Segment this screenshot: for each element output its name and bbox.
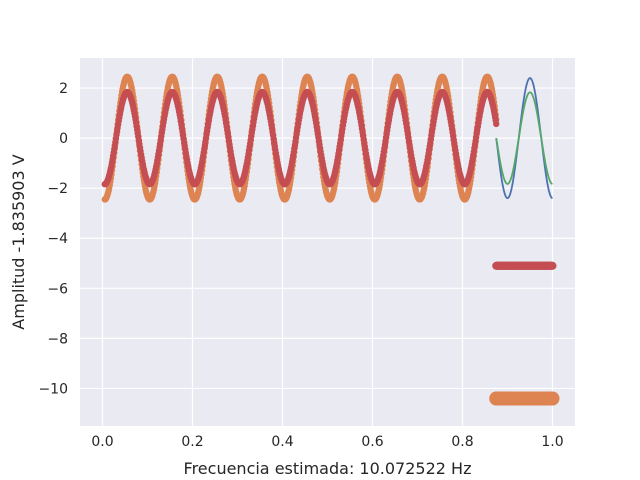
x-tick-label: 0.0	[91, 434, 113, 450]
y-tick-label: 0	[59, 131, 68, 147]
y-axis-label: Amplitud -1.835903 V	[9, 154, 28, 329]
y-axis: 2 0 −2 −4 −6 −8 −10	[38, 81, 68, 397]
y-tick-label: 2	[59, 81, 68, 97]
x-tick-label: 0.4	[271, 434, 293, 450]
x-axis: 0.0 0.2 0.4 0.6 0.8 1.0	[91, 434, 563, 450]
x-tick-label: 0.8	[451, 434, 473, 450]
scatter-point	[545, 391, 560, 406]
y-tick-label: −8	[47, 331, 68, 347]
x-tick-label: 0.2	[181, 434, 203, 450]
scatter-point	[493, 120, 500, 128]
grid	[80, 58, 575, 426]
series-marks	[101, 73, 560, 406]
y-tick-label: −10	[38, 381, 68, 397]
series-line	[495, 91, 553, 185]
scatter-point	[548, 261, 557, 270]
y-tick-label: −2	[47, 181, 68, 197]
y-tick-label: −6	[47, 281, 68, 297]
x-axis-label: Frecuencia estimada: 10.072522 Hz	[184, 459, 472, 478]
y-tick-label: −4	[47, 231, 68, 247]
x-tick-label: 1.0	[541, 434, 563, 450]
plot-area	[80, 58, 575, 426]
x-tick-label: 0.6	[361, 434, 383, 450]
